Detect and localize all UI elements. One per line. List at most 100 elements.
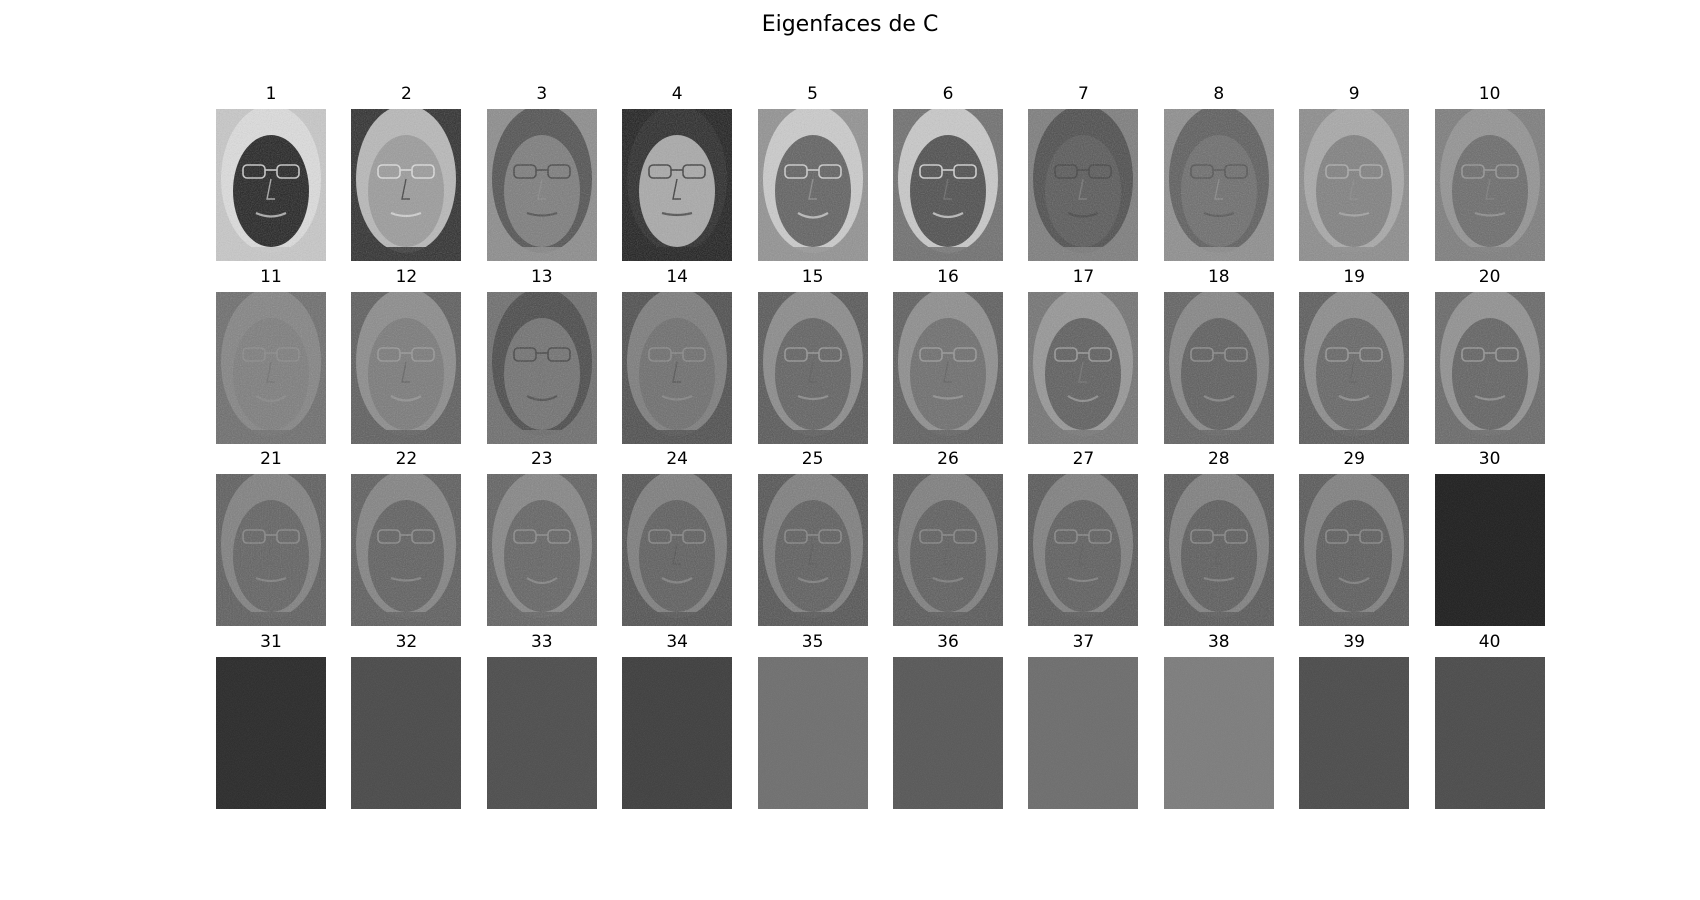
eigenface-image [622, 109, 733, 261]
eigenface-cell: 32 [351, 631, 462, 812]
noise-eigenface-image [893, 656, 1003, 809]
eigenface-label: 14 [666, 266, 688, 287]
eigenface-image [351, 291, 462, 444]
eigenface-cell: 26 [893, 449, 1003, 629]
eigenface-image [622, 291, 733, 444]
eigenface-cell: 14 [622, 266, 733, 447]
eigenface-label: 13 [530, 266, 553, 287]
eigenface-cell: 25 [757, 449, 868, 629]
eigenface-label: 24 [666, 449, 688, 469]
eigenface-image [1299, 109, 1410, 261]
eigenface-cell: 39 [1299, 631, 1410, 812]
eigenface-image [893, 291, 1003, 444]
eigenface-label: 33 [530, 631, 553, 652]
eigenface-cell: 19 [1299, 266, 1410, 447]
eigenface-cell: 9 [1299, 84, 1410, 264]
eigenface-label: 35 [801, 631, 824, 652]
eigenface-cell: 22 [351, 449, 462, 629]
eigenface-label: 30 [1478, 449, 1501, 469]
eigenface-label: 26 [937, 449, 959, 469]
noise-eigenface-image [1163, 656, 1274, 809]
eigenface-image [1028, 291, 1139, 444]
eigenface-label: 39 [1343, 631, 1365, 652]
eigenface-cell: 4 [622, 84, 733, 264]
eigenface-cell: 30 [1434, 449, 1545, 629]
eigenface-label: 40 [1478, 631, 1501, 652]
eigenface-cell: 31 [216, 632, 326, 812]
eigenface-label: 29 [1343, 449, 1365, 469]
eigenface-image [486, 109, 597, 261]
eigenface-cell: 35 [757, 631, 868, 812]
eigenface-cell: 36 [893, 632, 1003, 812]
eigenface-image [1434, 291, 1545, 444]
eigenface-image [757, 109, 868, 261]
eigenface-label: 21 [260, 449, 282, 469]
noise-eigenface-image [622, 656, 733, 809]
eigenface-label: 32 [395, 631, 418, 652]
eigenface-image [216, 109, 326, 261]
eigenface-cell: 15 [757, 266, 868, 447]
eigenface-image [351, 474, 462, 626]
eigenface-cell: 34 [622, 631, 733, 812]
eigenface-cell: 2 [351, 84, 462, 264]
eigenface-label: 2 [400, 84, 412, 104]
eigenface-cell: 13 [486, 266, 597, 447]
figure-title: Eigenfaces de C [761, 12, 939, 37]
eigenface-image [351, 109, 462, 261]
eigenface-cell: 11 [216, 267, 326, 447]
eigenface-label: 5 [807, 84, 818, 104]
eigenface-image [1028, 474, 1139, 626]
noise-eigenface-image [1434, 656, 1545, 809]
eigenface-cell: 29 [1299, 449, 1410, 629]
eigenface-image [216, 291, 326, 444]
eigenface-cell: 21 [216, 449, 326, 629]
eigenface-cell: 3 [486, 84, 597, 264]
eigenface-label: 25 [801, 449, 824, 469]
noise-eigenface-image [351, 656, 462, 809]
noise-eigenface-image [1434, 474, 1545, 626]
eigenface-cell: 12 [351, 266, 462, 447]
eigenface-label: 28 [1207, 449, 1230, 469]
eigenface-cell: 28 [1163, 449, 1274, 629]
eigenface-label: 20 [1478, 266, 1501, 287]
eigenface-label: 4 [671, 84, 683, 104]
eigenface-image [757, 291, 868, 444]
eigenface-label: 15 [801, 266, 824, 287]
eigenface-label: 6 [942, 84, 954, 104]
noise-eigenface-image [216, 656, 326, 809]
eigenface-label: 38 [1207, 631, 1230, 652]
eigenface-label: 34 [666, 631, 688, 652]
eigenface-image [1163, 109, 1274, 261]
eigenface-cell: 17 [1028, 266, 1139, 447]
noise-eigenface-image [486, 656, 597, 809]
eigenface-label: 18 [1207, 266, 1230, 287]
eigenface-cell: 20 [1434, 266, 1545, 447]
eigenface-image [893, 474, 1003, 626]
eigenface-cell: 38 [1163, 631, 1274, 812]
eigenface-image [1028, 109, 1139, 261]
eigenface-label: 3 [536, 84, 548, 104]
eigenface-image [1163, 291, 1274, 444]
eigenface-cell: 27 [1028, 449, 1139, 629]
eigenface-label: 16 [937, 266, 959, 287]
eigenface-cell: 24 [622, 449, 733, 629]
eigenface-cell: 16 [893, 267, 1003, 447]
eigenface-cell: 23 [486, 449, 597, 629]
eigenface-image [486, 291, 597, 444]
eigenface-image [216, 474, 326, 626]
eigenface-label: 27 [1072, 449, 1095, 469]
eigenface-label: 12 [395, 266, 418, 287]
eigenface-label: 19 [1343, 266, 1365, 287]
eigenface-label: 31 [260, 631, 282, 652]
eigenface-label: 8 [1213, 84, 1225, 104]
eigenface-image [1299, 474, 1410, 626]
eigenface-label: 1 [265, 84, 277, 104]
eigenface-cell: 6 [893, 84, 1003, 264]
noise-eigenface-image [1028, 656, 1139, 809]
eigenface-cell: 7 [1028, 84, 1139, 264]
eigenface-label: 23 [530, 449, 553, 469]
eigenface-label: 17 [1072, 266, 1095, 287]
eigenface-label: 10 [1478, 84, 1501, 104]
eigenface-image [1163, 474, 1274, 626]
